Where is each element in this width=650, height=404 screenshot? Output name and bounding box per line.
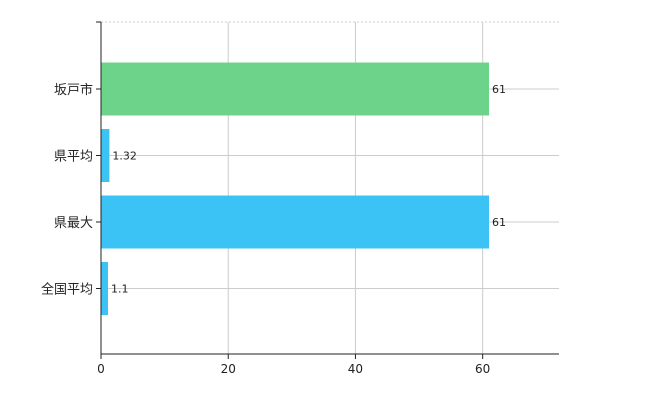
x-tick-label: 20 [221,362,236,376]
bar [101,62,490,116]
bar [101,129,110,182]
category-label: 県平均 [54,150,93,165]
data-label: 61 [492,216,506,229]
category-label: 坂戸市 [54,82,93,98]
x-tick-label: 40 [348,362,363,376]
data-label: 1.32 [112,150,137,163]
data-label: 1.1 [111,283,129,296]
x-tick-label: 0 [97,362,105,376]
axis-layer [96,21,559,359]
category-label: 県最大 [54,216,93,231]
bar [101,262,108,315]
label-layer: 61 坂戸市 1.32 県平均 61 県最大 1.1 全国平均 0 20 40 60 [41,82,506,376]
bar-layer [101,62,490,315]
category-label: 全国平均 [41,282,93,298]
bar [101,195,490,249]
data-label: 61 [492,83,506,96]
x-tick-label: 60 [475,362,490,376]
